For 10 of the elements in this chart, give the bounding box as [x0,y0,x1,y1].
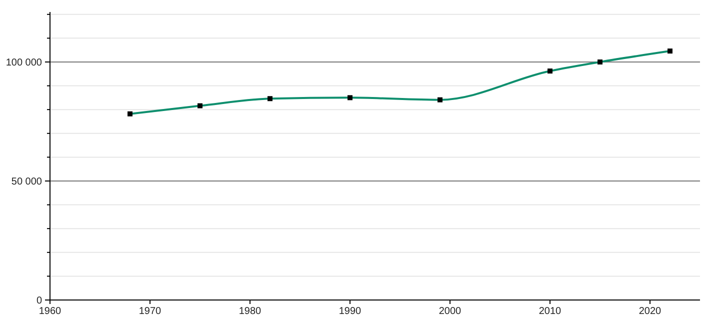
x-tick-label: 1970 [138,306,162,317]
x-tick-label: 1990 [338,306,362,317]
x-tick-label: 2000 [438,306,462,317]
x-tick-label: 2020 [638,306,662,317]
y-tick-label: 0 [36,296,42,306]
y-tick-label: 100 000 [6,57,42,68]
x-tick-label: 1980 [238,306,262,317]
y-tick-label: 50 000 [11,176,42,188]
x-tick-label: 2010 [538,306,562,317]
x-tick-label: 1960 [38,306,62,317]
